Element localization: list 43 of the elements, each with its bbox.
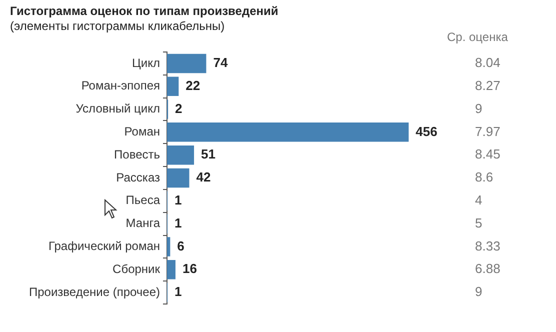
y-tick-label: Произведение (прочее)	[28, 284, 160, 299]
chart-subtitle: (элементы гистограммы кликабельны)	[10, 19, 225, 33]
y-tick-label: Рассказ	[116, 170, 160, 184]
text: 6.88	[475, 261, 500, 276]
y-tick-label: Цикл	[132, 56, 160, 70]
bar	[167, 237, 170, 256]
bar	[167, 145, 194, 165]
bar	[167, 260, 176, 280]
y-tick-label: Пьеса	[126, 193, 160, 208]
text: 8.45	[475, 146, 500, 162]
data-label: 42	[196, 170, 211, 185]
data-label: 74	[213, 55, 228, 70]
text: Ср. оценка	[447, 30, 508, 44]
y-tick-label: Графический роман	[48, 239, 160, 254]
data-label: 1	[174, 192, 182, 208]
bar	[167, 168, 190, 188]
text: 8.27	[475, 78, 500, 93]
y-tick-label: Условный цикл	[76, 102, 160, 116]
text: 8.6	[475, 170, 494, 185]
data-label: 456	[416, 124, 438, 139]
data-label: 2	[175, 100, 182, 116]
y-tick-label: Сборник	[112, 262, 161, 276]
data-label: 16	[182, 261, 197, 276]
text: 5	[475, 215, 482, 230]
data-label: 1	[174, 215, 182, 230]
data-label: 6	[177, 238, 184, 254]
data-label: 1	[174, 284, 182, 300]
y-tick-label: Повесть	[114, 147, 160, 162]
text: 9	[475, 284, 482, 300]
y-tick-label: Роман	[124, 124, 160, 138]
y-tick-label: Манга	[126, 216, 160, 230]
text: 8.33	[475, 238, 500, 254]
data-label: 51	[201, 146, 216, 162]
bar	[167, 76, 179, 96]
text: 7.97	[475, 124, 500, 139]
data-label: 22	[186, 78, 200, 93]
chart-title: Гистограмма оценок по типам произведений	[10, 4, 278, 18]
bar	[167, 122, 409, 142]
y-tick-label: Роман-эпопея	[81, 78, 160, 93]
text: 9	[475, 100, 482, 116]
bar	[167, 54, 206, 74]
text: 8.04	[475, 55, 500, 70]
text: 4	[475, 192, 482, 208]
